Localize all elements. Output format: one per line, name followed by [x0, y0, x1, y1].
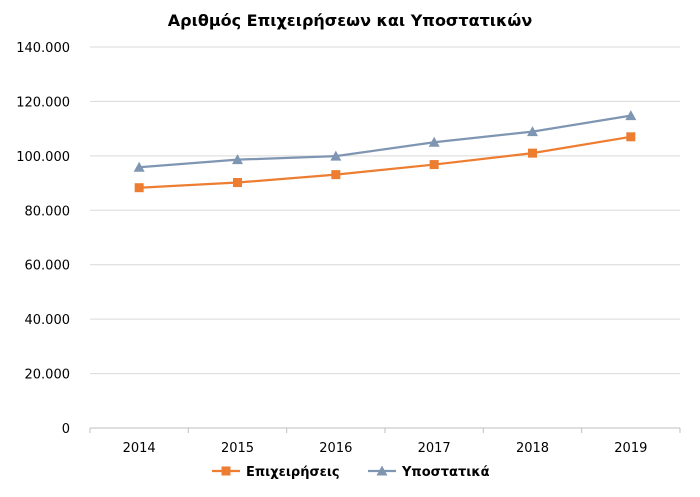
data-point-marker: [625, 110, 637, 121]
y-tick-label: 60.000: [25, 259, 71, 274]
data-point-marker: [134, 183, 144, 193]
x-tick-label: 2018: [516, 441, 549, 456]
y-tick-label: 20.000: [25, 368, 71, 383]
y-tick-label: 0: [62, 422, 70, 437]
x-tick-label: 2014: [123, 441, 156, 456]
y-tick-label: 80.000: [25, 204, 71, 219]
data-point-marker: [428, 136, 440, 147]
legend-marker-swatch: [221, 466, 231, 476]
x-tick-label: 2016: [319, 441, 352, 456]
gridlines: [90, 46, 680, 375]
y-tick-label: 100.000: [16, 150, 70, 165]
chart-title: Αριθμός Επιχειρήσεων και Υποστατικών: [168, 11, 533, 30]
data-point-marker: [429, 160, 439, 170]
series-ypostatika: [133, 110, 637, 172]
y-tick-label: 120.000: [16, 95, 70, 110]
series-layer: [133, 110, 637, 193]
legend-marker-swatch: [376, 465, 388, 476]
legend-item: Επιχειρήσεις: [212, 465, 340, 480]
series-line: [139, 135, 632, 189]
x-tick-label: 2019: [614, 441, 647, 456]
x-tick-label: 2015: [221, 441, 254, 456]
y-tick-label: 40.000: [25, 313, 71, 328]
axes: 0 20.000 40.000 60.000 80.000 100.000 120.000 1…: [16, 41, 681, 456]
data-point-marker: [528, 148, 537, 158]
series-epixeiriseis: [134, 132, 636, 193]
series-line: [139, 114, 632, 169]
data-point-marker: [527, 126, 538, 137]
data-point-marker: [233, 178, 242, 188]
legend-label: Υποστατικά: [401, 465, 490, 480]
data-point-marker: [133, 161, 145, 172]
data-point-marker: [232, 154, 243, 165]
legend: Επιχειρήσεις Υποστατικά: [212, 465, 490, 480]
x-tick-label: 2017: [418, 441, 451, 456]
legend-item: Υποστατικά: [368, 465, 490, 480]
data-point-marker: [330, 150, 342, 161]
legend-label: Επιχειρήσεις: [246, 465, 340, 480]
y-tick-label: 140.000: [16, 41, 70, 56]
data-point-marker: [331, 170, 341, 180]
data-point-marker: [626, 132, 636, 142]
